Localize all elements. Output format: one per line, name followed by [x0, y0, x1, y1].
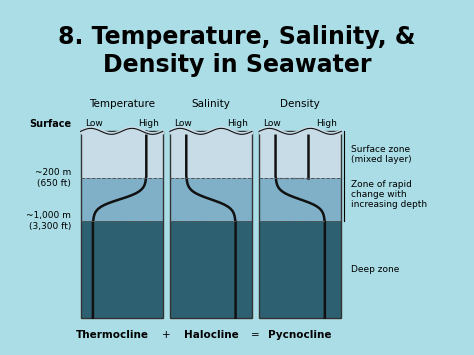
Text: Low: Low	[174, 119, 191, 128]
Text: High: High	[316, 119, 337, 128]
Text: Low: Low	[263, 119, 281, 128]
Text: Zone of rapid
change with
increasing depth: Zone of rapid change with increasing dep…	[351, 180, 427, 209]
Bar	[81, 131, 163, 178]
Bar	[81, 221, 163, 318]
Bar	[170, 221, 252, 318]
Text: Low: Low	[85, 119, 102, 128]
Text: Surface zone
(mixed layer): Surface zone (mixed layer)	[351, 145, 411, 164]
Text: Salinity: Salinity	[191, 99, 230, 109]
Text: ~1,000 m
(3,300 ft): ~1,000 m (3,300 ft)	[26, 211, 71, 230]
Text: Pycnocline: Pycnocline	[268, 330, 332, 340]
Bar	[170, 131, 252, 178]
Text: Deep zone: Deep zone	[351, 265, 399, 274]
Text: 8. Temperature, Salinity, &
Density in Seawater: 8. Temperature, Salinity, & Density in S…	[58, 25, 416, 77]
Text: Halocline: Halocline	[183, 330, 238, 340]
Bar	[259, 131, 341, 318]
Text: High: High	[227, 119, 248, 128]
Text: Thermocline: Thermocline	[76, 330, 149, 340]
Text: Temperature: Temperature	[89, 99, 155, 109]
Bar	[259, 221, 341, 318]
Bar	[81, 178, 163, 221]
Bar	[170, 131, 252, 318]
Text: Density: Density	[280, 99, 320, 109]
Bar	[259, 178, 341, 221]
Text: Surface: Surface	[29, 119, 71, 129]
Text: +: +	[162, 330, 171, 340]
Bar	[170, 178, 252, 221]
Bar	[259, 131, 341, 178]
Text: High: High	[138, 119, 159, 128]
Text: =: =	[251, 330, 260, 340]
Bar	[81, 131, 163, 318]
Text: ~200 m
(650 ft): ~200 m (650 ft)	[35, 168, 71, 188]
